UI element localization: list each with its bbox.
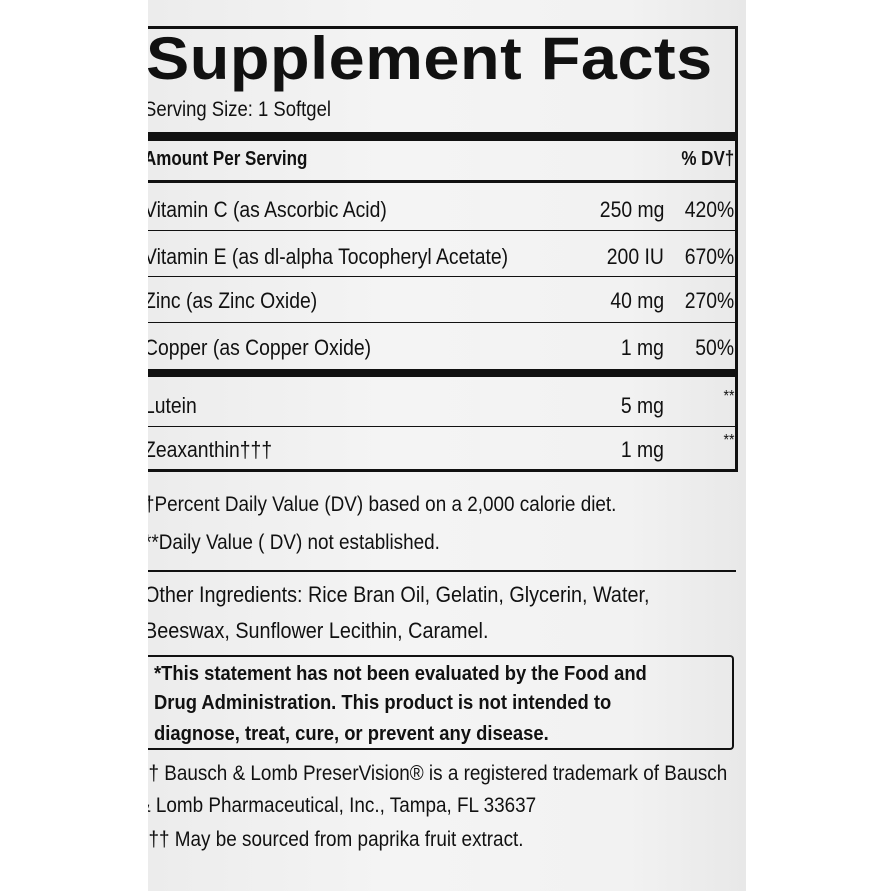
nutrient-name: Zinc (as Zinc Oxide): [148, 288, 318, 313]
disclaimer-line: diagnose, treat, cure, or prevent any di…: [154, 723, 549, 745]
nutrient-dv: **: [723, 388, 734, 405]
nutrient-name: Vitamin E (as dl-alpha Tocopheryl Acetat…: [148, 244, 509, 269]
nutrient-amount: 1 mg: [620, 335, 664, 360]
nutrient-amount: 5 mg: [620, 393, 664, 418]
disclaimer-line: *This statement has not been evaluated b…: [154, 663, 647, 685]
nutrient-amount: 250 mg: [599, 197, 664, 222]
facts-panel-border: [148, 26, 738, 472]
thick-divider: [148, 369, 736, 377]
panel-title: Supplement Facts: [148, 25, 713, 92]
dv-header: % DV†: [681, 148, 734, 170]
trademark-note: †† Bausch & Lomb PreserVision® is a regi…: [148, 762, 728, 785]
paprika-note: ††† May be sourced from paprika fruit ex…: [148, 828, 524, 851]
nutrient-dv: **: [723, 432, 734, 449]
amount-per-serving-header: Amount Per Serving: [148, 148, 308, 170]
divider: [148, 322, 736, 323]
trademark-note: & Lomb Pharmaceutical, Inc., Tampa, FL 3…: [148, 794, 537, 817]
divider: [148, 180, 736, 183]
nutrient-dv: 670%: [684, 244, 734, 269]
divider: [148, 230, 736, 231]
nutrient-amount: 200 IU: [606, 244, 664, 269]
serving-size: Serving Size: 1 Softgel: [148, 98, 331, 121]
nutrient-name: Lutein: [148, 393, 197, 418]
nutrient-dv: 270%: [684, 288, 734, 313]
other-ingredients: Beeswax, Sunflower Lecithin, Caramel.: [148, 618, 489, 643]
nutrient-name: Zeaxanthin†††: [148, 437, 273, 462]
disclaimer-line: Drug Administration. This product is not…: [154, 692, 612, 714]
nutrient-dv: 420%: [684, 197, 734, 222]
divider: [148, 276, 736, 277]
fda-disclaimer-box: [148, 655, 734, 750]
divider: [148, 426, 736, 427]
nutrient-amount: 1 mg: [620, 437, 664, 462]
nutrient-name: Vitamin C (as Ascorbic Acid): [148, 197, 387, 222]
divider: [148, 570, 736, 572]
nutrient-name: Copper (as Copper Oxide): [148, 335, 372, 360]
thick-divider: [148, 132, 736, 141]
footnote: **Daily Value ( DV) not established.: [148, 531, 440, 554]
nutrient-amount: 40 mg: [610, 288, 664, 313]
other-ingredients: Other Ingredients: Rice Bran Oil, Gelati…: [148, 582, 650, 607]
supplement-facts-label: Supplement Facts Serving Size: 1 Softgel…: [148, 0, 746, 891]
footnote: †Percent Daily Value (DV) based on a 2,0…: [148, 493, 617, 516]
nutrient-dv: 50%: [695, 335, 734, 360]
